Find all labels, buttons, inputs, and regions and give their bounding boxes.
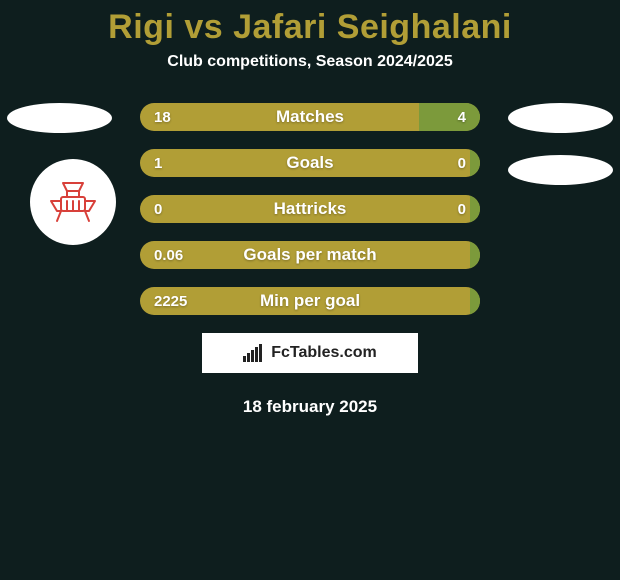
source-badge-text: FcTables.com: [271, 344, 377, 362]
comparison-bars: 184Matches10Goals00Hattricks0.06Goals pe…: [140, 103, 480, 315]
stat-bar: 184Matches: [140, 103, 480, 131]
stat-value-left: 0.06: [154, 241, 183, 269]
stat-bar-right-fill: [470, 287, 480, 315]
stat-label: Min per goal: [140, 287, 480, 315]
stat-bar-right-fill: [470, 195, 480, 223]
team-right-marker-1: [508, 103, 613, 133]
comparison-area: 184Matches10Goals00Hattricks0.06Goals pe…: [0, 103, 620, 315]
team-left-crest: [30, 159, 116, 245]
stat-value-left: 18: [154, 103, 171, 131]
stat-bar: 2225Min per goal: [140, 287, 480, 315]
stat-bar-right-fill: [470, 149, 480, 177]
stat-value-right: 0: [458, 195, 466, 223]
stat-bar: 0.06Goals per match: [140, 241, 480, 269]
team-left-marker: [7, 103, 112, 133]
stat-label: Hattricks: [140, 195, 480, 223]
stat-value-left: 0: [154, 195, 162, 223]
stat-label: Goals: [140, 149, 480, 177]
team-right-marker-2: [508, 155, 613, 185]
stat-value-right: 0: [458, 149, 466, 177]
stat-bar-right-fill: [470, 241, 480, 269]
stat-value-left: 1: [154, 149, 162, 177]
stat-bar-right-fill: [419, 103, 480, 131]
stat-bar: 0 0Hattricks: [140, 195, 480, 223]
stat-bar: 1 0Goals: [140, 149, 480, 177]
page-subtitle: Club competitions, Season 2024/2025: [0, 53, 620, 71]
stat-label: Goals per match: [140, 241, 480, 269]
stat-value-left: 2225: [154, 287, 187, 315]
crest-icon: [41, 177, 105, 227]
page-title: Rigi vs Jafari Seighalani: [0, 0, 620, 53]
bars-icon: [243, 344, 265, 362]
source-badge: FcTables.com: [202, 333, 418, 373]
date-text: 18 february 2025: [0, 397, 620, 417]
